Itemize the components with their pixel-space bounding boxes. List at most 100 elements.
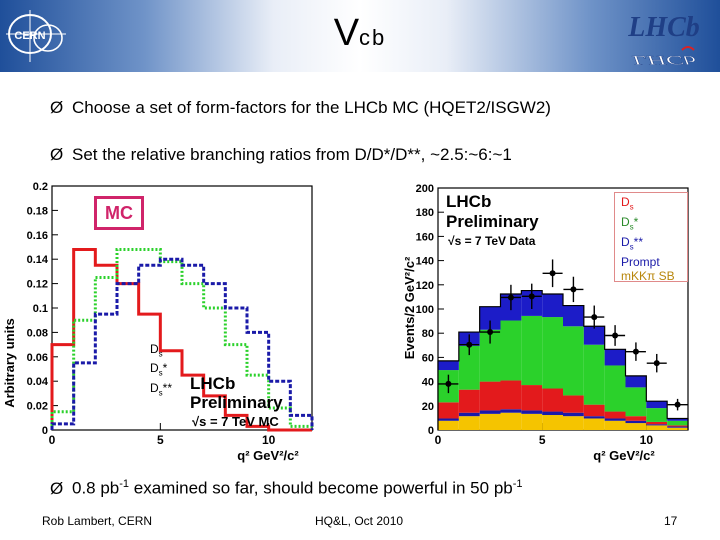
stack-bar-4 — [604, 349, 626, 366]
legend-sub: s — [629, 222, 634, 232]
stack-bar-2 — [646, 421, 668, 425]
y-tick-label: 180 — [416, 207, 434, 219]
stack-bar-0 — [583, 418, 605, 430]
stack-bar-1 — [583, 416, 605, 419]
x-tick-label: 0 — [49, 433, 56, 447]
legend-entry-prompt: Prompt — [621, 255, 687, 270]
y-tick-label: 200 — [416, 183, 434, 195]
x-tick-label: 5 — [539, 433, 546, 447]
stack-bar-2 — [500, 380, 522, 410]
bullet-arrow-icon: Ø — [50, 478, 64, 498]
data-point — [507, 294, 514, 301]
stack-bar-0 — [458, 416, 480, 430]
legend-sup: ** — [633, 234, 644, 249]
lhcb-logo: LHCb LHCb — [627, 12, 700, 66]
legend-sup: * — [162, 361, 168, 376]
stack-bar-0 — [625, 423, 647, 430]
left-ylabel: Arbitrary units — [2, 318, 17, 408]
stack-bar-1 — [604, 418, 626, 421]
stack-bar-1 — [521, 410, 543, 414]
bullet-text: Choose a set of form-factors for the LHC… — [72, 98, 551, 117]
left-xlabel: q² GeV²/c² — [237, 448, 299, 463]
stack-bar-3 — [458, 345, 480, 390]
stack-bar-2 — [479, 381, 501, 411]
stack-bar-3 — [625, 387, 647, 417]
data-point — [591, 314, 598, 321]
y-tick-label: 80 — [422, 328, 434, 340]
right-legend: Ds Ds* Ds** Prompt mKKπ SB — [614, 192, 688, 284]
bullet-branching-ratios: Ø Set the relative branching ratios from … — [50, 145, 512, 165]
stack-bar-3 — [583, 344, 605, 405]
stack-bar-2 — [583, 404, 605, 417]
stack-bar-4 — [667, 418, 688, 421]
data-point — [653, 360, 660, 367]
footer-conference: HQ&L, Oct 2010 — [315, 514, 404, 528]
legend-text: D — [150, 361, 159, 376]
bullet-text: Set the relative branching ratios from D… — [72, 145, 512, 164]
stack-outline — [437, 289, 689, 430]
legend-text: mKKπ SB — [621, 269, 675, 284]
legend-entry-ds-starstar: Ds** — [150, 381, 172, 400]
cern-logo-text: CERN — [14, 30, 45, 42]
left-preliminary-label: Preliminary — [190, 393, 283, 412]
legend-sub: s — [629, 242, 634, 252]
stack-bar-0 — [646, 425, 668, 430]
bullet-arrow-icon: Ø — [50, 98, 64, 117]
x-tick-label: 10 — [640, 433, 654, 447]
legend-entry-ds: Ds — [621, 195, 687, 215]
left-energy-label: √s = 7 TeV MC — [192, 414, 279, 429]
data-point — [674, 401, 681, 408]
legend-text: D — [621, 214, 630, 229]
y-tick-label: 0 — [42, 425, 48, 437]
slide-title: Vcb — [0, 12, 720, 55]
y-tick-label: 40 — [422, 377, 434, 389]
histogram-line-2 — [50, 257, 314, 430]
legend-text: D — [621, 234, 630, 249]
legend-entry-ds-star: Ds* — [150, 361, 172, 380]
stack-bar-3 — [563, 326, 584, 396]
cern-logo: CERN — [6, 10, 66, 62]
data-point — [445, 380, 452, 387]
stack-bar-2 — [563, 395, 584, 413]
stack-bar-2 — [458, 389, 480, 413]
stack-bar-1 — [542, 411, 563, 416]
y-tick-label: 0.1 — [33, 303, 48, 315]
bullet-luminosity: Ø 0.8 pb-1 examined so far, should become… — [50, 478, 523, 499]
x-tick-label: 10 — [262, 433, 276, 447]
stack-bar-0 — [479, 413, 501, 430]
stack-bar-1 — [646, 424, 668, 426]
y-tick-label: 0.12 — [27, 279, 48, 291]
x-tick-label: 0 — [435, 433, 442, 447]
legend-sub: s — [158, 368, 163, 378]
legend-sub: s — [158, 388, 163, 398]
stack-bar-0 — [604, 420, 626, 430]
stack-bar-0 — [542, 415, 563, 430]
legend-sub: s — [629, 202, 634, 212]
y-tick-label: 0.04 — [27, 376, 49, 388]
stack-bar-1 — [479, 410, 501, 414]
stack-bar-3 — [500, 320, 522, 381]
legend-text: Prompt — [621, 254, 660, 269]
stack-bar-0 — [521, 413, 543, 430]
left-lhcb-label: LHCb — [190, 374, 235, 393]
legend-sup: * — [633, 214, 639, 229]
lhcb-logo-text: LHCb — [627, 12, 700, 43]
bullet-sup-b: -1 — [512, 478, 523, 490]
stack-bar-3 — [542, 317, 563, 389]
stack-bar-4 — [438, 360, 459, 371]
stack-bar-1 — [625, 420, 647, 424]
data-point — [549, 270, 556, 277]
y-tick-label: 0 — [428, 425, 434, 437]
stack-bar-4 — [646, 401, 668, 409]
y-tick-label: 100 — [416, 304, 434, 316]
y-tick-label: 0.02 — [27, 401, 48, 413]
stack-bar-1 — [667, 426, 688, 428]
y-tick-label: 140 — [416, 256, 434, 268]
right-energy-label: √s = 7 TeV Data — [448, 234, 536, 248]
stack-bar-0 — [667, 427, 688, 430]
stack-bar-1 — [500, 409, 522, 413]
bullet-sup-a: -1 — [119, 478, 130, 490]
legend-entry-ds-star: Ds* — [621, 215, 687, 235]
footer-page-number: 17 — [664, 514, 678, 528]
lhcb-logo-reflection: LHCb — [631, 53, 696, 66]
